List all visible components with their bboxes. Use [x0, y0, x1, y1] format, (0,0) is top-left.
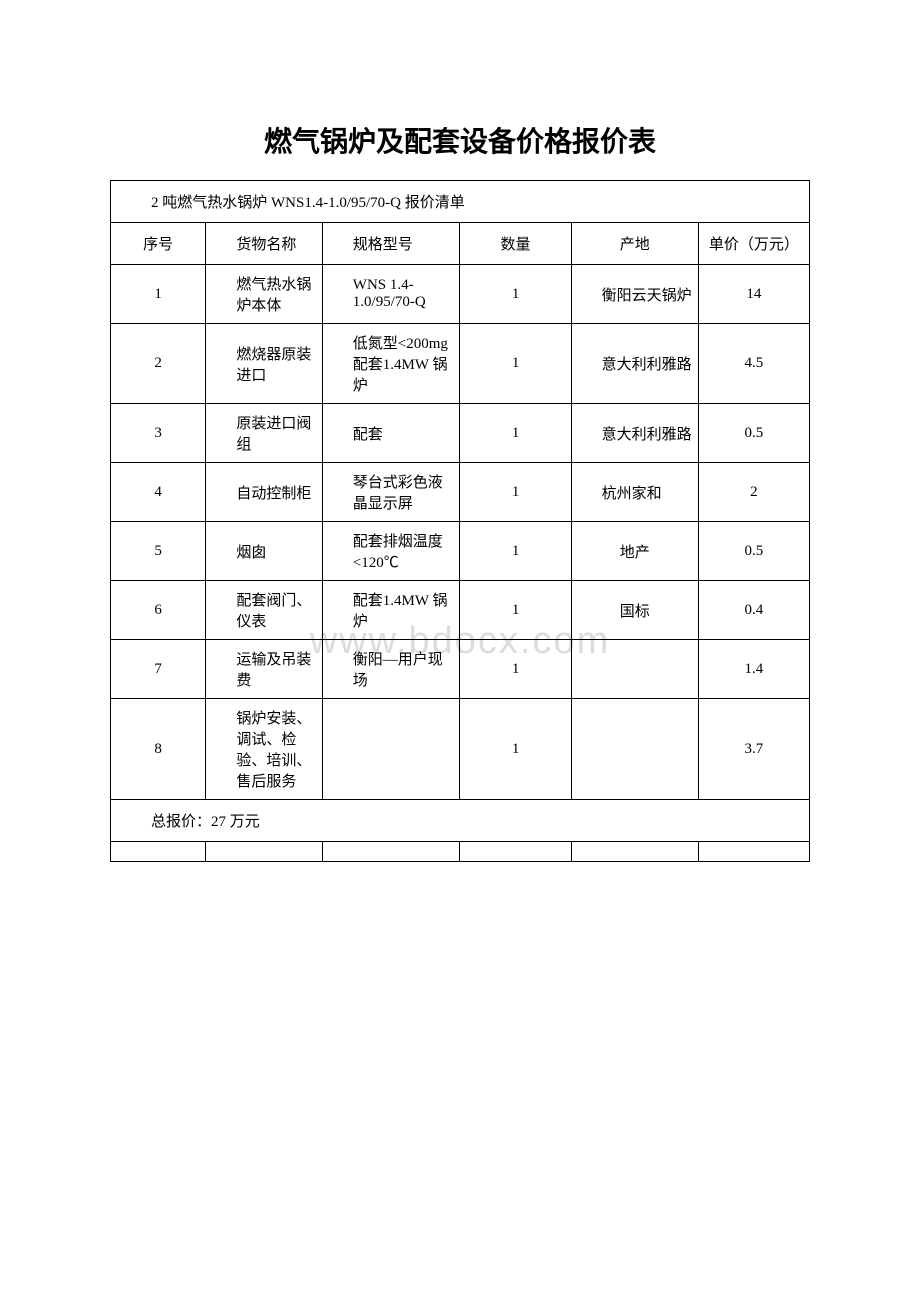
table-row: 3 原装进口阀组 配套 1 意大利利雅路 0.5 [111, 404, 810, 463]
cell-origin: 意大利利雅路 [571, 404, 698, 463]
cell-qty: 1 [460, 581, 571, 640]
table-total-row: 总报价：27 万元 [111, 800, 810, 842]
cell-seq: 4 [111, 463, 206, 522]
cell-qty: 1 [460, 463, 571, 522]
header-qty: 数量 [460, 223, 571, 265]
empty-cell [111, 842, 206, 862]
cell-name: 燃气热水锅炉本体 [206, 265, 322, 324]
cell-origin: 杭州家和 [571, 463, 698, 522]
cell-price: 0.5 [698, 522, 809, 581]
table-row: 2 燃烧器原装进口 低氮型<200mg 配套1.4MW 锅炉 1 意大利利雅路 … [111, 324, 810, 404]
cell-origin: 意大利利雅路 [571, 324, 698, 404]
table-row: 7 运输及吊装费 衡阳—用户现场 1 1.4 [111, 640, 810, 699]
cell-spec: 配套 [322, 404, 460, 463]
cell-seq: 8 [111, 699, 206, 800]
header-spec: 规格型号 [322, 223, 460, 265]
header-seq: 序号 [111, 223, 206, 265]
empty-cell [322, 842, 460, 862]
cell-spec: 配套排烟温度<120℃ [322, 522, 460, 581]
cell-spec: 配套1.4MW 锅炉 [322, 581, 460, 640]
cell-origin: 地产 [571, 522, 698, 581]
table-caption-row: 2 吨燃气热水锅炉 WNS1.4-1.0/95/70-Q 报价清单 [111, 181, 810, 223]
cell-price: 0.5 [698, 404, 809, 463]
cell-qty: 1 [460, 522, 571, 581]
table-caption: 2 吨燃气热水锅炉 WNS1.4-1.0/95/70-Q 报价清单 [111, 181, 810, 223]
cell-origin [571, 699, 698, 800]
empty-cell [571, 842, 698, 862]
cell-seq: 6 [111, 581, 206, 640]
page-title: 燃气锅炉及配套设备价格报价表 [110, 120, 810, 160]
cell-price: 1.4 [698, 640, 809, 699]
cell-qty: 1 [460, 699, 571, 800]
cell-price: 2 [698, 463, 809, 522]
empty-cell [206, 842, 322, 862]
cell-price: 4.5 [698, 324, 809, 404]
header-origin: 产地 [571, 223, 698, 265]
cell-spec: WNS 1.4-1.0/95/70-Q [322, 265, 460, 324]
cell-name: 烟囱 [206, 522, 322, 581]
table-row: 1 燃气热水锅炉本体 WNS 1.4-1.0/95/70-Q 1 衡阳云天锅炉 … [111, 265, 810, 324]
cell-name: 锅炉安装、调试、检验、培训、售后服务 [206, 699, 322, 800]
cell-qty: 1 [460, 640, 571, 699]
cell-origin: 衡阳云天锅炉 [571, 265, 698, 324]
total-cell: 总报价：27 万元 [111, 800, 810, 842]
table-empty-row [111, 842, 810, 862]
table-row: 6 配套阀门、仪表 配套1.4MW 锅炉 1 国标 0.4 [111, 581, 810, 640]
cell-qty: 1 [460, 324, 571, 404]
table-row: 4 自动控制柜 琴台式彩色液晶显示屏 1 杭州家和 2 [111, 463, 810, 522]
empty-cell [698, 842, 809, 862]
cell-spec: 低氮型<200mg 配套1.4MW 锅炉 [322, 324, 460, 404]
table-row: 5 烟囱 配套排烟温度<120℃ 1 地产 0.5 [111, 522, 810, 581]
table-row: 8 锅炉安装、调试、检验、培训、售后服务 1 3.7 [111, 699, 810, 800]
cell-seq: 5 [111, 522, 206, 581]
cell-price: 0.4 [698, 581, 809, 640]
table-header-row: 序号 货物名称 规格型号 数量 产地 单价（万元） [111, 223, 810, 265]
cell-seq: 2 [111, 324, 206, 404]
cell-spec: 衡阳—用户现场 [322, 640, 460, 699]
cell-qty: 1 [460, 265, 571, 324]
empty-cell [460, 842, 571, 862]
cell-name: 配套阀门、仪表 [206, 581, 322, 640]
header-price: 单价（万元） [698, 223, 809, 265]
cell-price: 3.7 [698, 699, 809, 800]
quotation-table: 2 吨燃气热水锅炉 WNS1.4-1.0/95/70-Q 报价清单 序号 货物名… [110, 180, 810, 862]
header-name: 货物名称 [206, 223, 322, 265]
cell-name: 运输及吊装费 [206, 640, 322, 699]
cell-origin: 国标 [571, 581, 698, 640]
cell-origin [571, 640, 698, 699]
cell-seq: 1 [111, 265, 206, 324]
cell-spec [322, 699, 460, 800]
cell-price: 14 [698, 265, 809, 324]
cell-spec: 琴台式彩色液晶显示屏 [322, 463, 460, 522]
cell-seq: 7 [111, 640, 206, 699]
cell-name: 自动控制柜 [206, 463, 322, 522]
cell-qty: 1 [460, 404, 571, 463]
cell-name: 原装进口阀组 [206, 404, 322, 463]
cell-name: 燃烧器原装进口 [206, 324, 322, 404]
cell-seq: 3 [111, 404, 206, 463]
